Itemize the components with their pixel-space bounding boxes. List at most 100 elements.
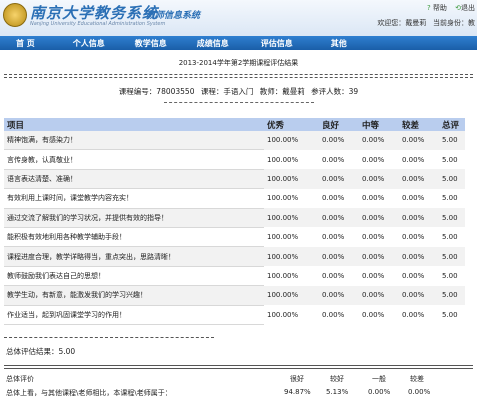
nav-evaluation-info[interactable]: 评估信息 (260, 38, 293, 48)
row-value: 5.00 (439, 188, 465, 209)
top-links: ? 帮助 ⟲退出 (421, 3, 475, 13)
nav-teaching-info[interactable]: 教学信息 (134, 38, 167, 48)
overall-evaluation: 总体评价 很好 较好 一般 较差 总体上看，与其他课程\老师相比，本课程\老师属… (0, 369, 477, 399)
overall-col-header: 较好 (330, 374, 344, 383)
row-value: 100.00% (264, 169, 319, 189)
main-content: 2013-2014学年第2学期课程评估结果 课程编号：78003550 课程：手… (0, 58, 477, 399)
row-value: 5.00 (439, 131, 465, 150)
row-value: 0.00% (319, 149, 359, 170)
row-value: 100.00% (264, 285, 319, 306)
row-value: 0.00% (359, 188, 399, 209)
row-value: 0.00% (319, 208, 359, 228)
row-value: 0.00% (399, 208, 439, 228)
row-item-label: 语言表达清楚、准确！ (4, 169, 264, 190)
row-item-label: 精神饱满，有感染力！ (4, 131, 264, 151)
row-value: 0.00% (359, 266, 399, 286)
row-value: 0.00% (319, 246, 359, 267)
row-item-label: 教师鼓励我们表达自己的思想！ (4, 266, 264, 287)
nav-other[interactable]: 其他 (330, 38, 347, 48)
overall-value: 0.00% (368, 387, 391, 396)
overall-row-label: 总体上看，与其他课程\老师相比，本课程\老师属于： (6, 388, 172, 397)
table-header-row: 项目 优秀 良好 中等 较差 总评 (4, 118, 465, 131)
row-item-label: 课程进度合理，教学详略得当，重点突出，思路清晰！ (4, 246, 264, 267)
overall-col-header: 一般 (372, 374, 386, 383)
row-value: 100.00% (264, 246, 319, 267)
row-item-label: 能积极有效地利用各种教学辅助手段！ (4, 227, 264, 248)
row-value: 0.00% (359, 227, 399, 247)
table-row: 作业适当，起到巩固课堂学习的作用！ 100.00% 0.00% 0.00% 0.00% 5… (4, 305, 465, 325)
row-value: 0.00% (319, 266, 359, 286)
row-value: 5.00 (439, 266, 465, 286)
row-value: 0.00% (319, 131, 359, 150)
row-value: 100.00% (264, 266, 319, 286)
overall-col-header: 很好 (290, 374, 304, 383)
row-value: 5.00 (439, 208, 465, 228)
row-value: 0.00% (399, 227, 439, 247)
row-value: 100.00% (264, 188, 319, 209)
table-row: 有效利用上课时间，课堂教学内容充实！ 100.00% 0.00% 0.00% 0.00%… (4, 188, 465, 209)
row-value: 0.00% (359, 305, 399, 325)
divider (4, 77, 473, 78)
divider (4, 364, 473, 366)
course-name: 课程：手语入门 (200, 87, 254, 96)
total-result: 总体评估结果：5.00 (6, 346, 76, 356)
app-english-title: Nanjing University Educational Administr… (30, 21, 166, 27)
row-value: 0.00% (319, 285, 359, 306)
row-value: 5.00 (439, 227, 465, 247)
nav-personal-info[interactable]: 个人信息 (72, 38, 105, 48)
column-header: 良好 (319, 118, 359, 131)
row-value: 100.00% (264, 305, 319, 325)
user-name: 戴曼莉 (405, 19, 427, 27)
course-number: 课程编号：78003550 (118, 87, 195, 96)
main-nav: 首 页 个人信息 教学信息 成绩信息 评估信息 其他 (0, 36, 477, 50)
divider (4, 74, 473, 75)
row-value: 0.00% (319, 227, 359, 247)
table-row: 通过交流了解我们的学习状况，并提供有效的指导！ 100.00% 0.00% 0.00%… (4, 208, 465, 228)
row-item-label: 教学生动，有新意，能激发我们的学习兴趣！ (4, 285, 264, 306)
app-subtitle: 教师信息系统 (146, 11, 201, 21)
row-value: 100.00% (264, 149, 319, 170)
teacher-name: 教师：戴曼莉 (259, 87, 305, 96)
row-value: 0.00% (359, 246, 399, 267)
exit-icon: ⟲ (455, 4, 461, 12)
row-value: 5.00 (439, 285, 465, 306)
row-value: 0.00% (319, 169, 359, 189)
row-value: 5.00 (439, 246, 465, 267)
row-value: 0.00% (399, 169, 439, 189)
help-link[interactable]: ? 帮助 (426, 4, 447, 12)
column-header: 较差 (399, 118, 439, 131)
welcome-text: 欢迎您：戴曼莉 当前身份：教 (377, 19, 475, 27)
row-value: 100.00% (264, 131, 319, 150)
row-value: 0.00% (359, 131, 399, 150)
app-header: 南京大学教务系统 教师信息系统 Nanjing University Educa… (0, 0, 477, 36)
overall-value: 94.87% (284, 387, 311, 396)
overall-col-header: 较差 (410, 374, 424, 383)
university-logo-icon (3, 3, 27, 27)
row-value: 0.00% (399, 149, 439, 170)
report-title: 2013-2014学年第2学期课程评估结果 (178, 59, 299, 67)
table-row: 语言表达清楚、准确！ 100.00% 0.00% 0.00% 0.00% 5.00 (4, 169, 465, 190)
row-item-label: 作业适当，起到巩固课堂学习的作用！ (4, 305, 264, 325)
row-value: 0.00% (319, 188, 359, 209)
row-value: 100.00% (264, 227, 319, 247)
nav-home[interactable]: 首 页 (16, 38, 35, 48)
row-value: 0.00% (359, 208, 399, 228)
nav-grades-info[interactable]: 成绩信息 (196, 38, 229, 48)
row-value: 0.00% (399, 305, 439, 325)
column-header: 中等 (359, 118, 399, 131)
row-value: 5.00 (439, 169, 465, 189)
divider (4, 336, 214, 338)
row-item-label: 言传身教，认真敬业！ (4, 149, 264, 170)
help-icon: ? (426, 4, 431, 12)
column-header: 优秀 (264, 118, 319, 131)
divider (163, 102, 314, 103)
participant-count: 参评人数：39 (311, 87, 359, 96)
divider (4, 367, 473, 369)
current-role: 当前身份：教 (433, 19, 475, 27)
table-row: 教师鼓励我们表达自己的思想！ 100.00% 0.00% 0.00% 0.00% 5.00 (4, 266, 465, 287)
row-value: 0.00% (399, 285, 439, 306)
exit-link[interactable]: ⟲退出 (455, 4, 475, 12)
row-value: 5.00 (439, 149, 465, 170)
evaluation-table: 项目 优秀 良好 中等 较差 总评 精神饱满，有感染力！ 100.00% 0.00%… (4, 118, 465, 325)
table-row: 课程进度合理，教学详略得当，重点突出，思路清晰！ 100.00% 0.00% 0.00… (4, 246, 465, 267)
